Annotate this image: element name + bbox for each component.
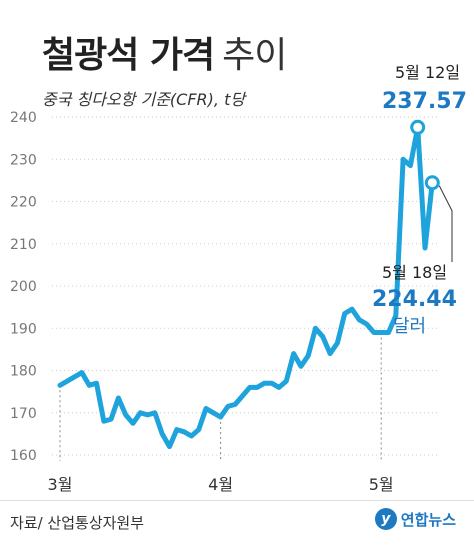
data-point	[160, 432, 164, 436]
yonhap-logo-mark: y	[374, 508, 397, 530]
data-point	[292, 352, 296, 356]
data-point	[248, 385, 252, 389]
data-point	[372, 330, 376, 334]
data-point	[277, 385, 281, 389]
chart-title: 철광석 가격 추이	[42, 26, 287, 78]
price-series-line	[57, 124, 435, 450]
data-point	[299, 364, 303, 368]
data-point	[58, 383, 62, 387]
data-point	[73, 375, 77, 379]
data-point	[211, 411, 215, 415]
data-point	[335, 341, 339, 345]
data-point	[219, 415, 223, 419]
y-tick-label: 220	[10, 195, 37, 211]
latest-marker	[424, 175, 440, 191]
x-tick-label: 3월	[48, 475, 73, 494]
data-point	[204, 407, 208, 411]
y-tick-label: 200	[10, 279, 37, 295]
x-tick-label: 4월	[208, 475, 233, 494]
data-point	[357, 318, 361, 322]
data-point	[189, 434, 193, 438]
data-point	[423, 246, 427, 250]
data-point	[197, 428, 201, 432]
y-tick-label: 170	[10, 406, 37, 422]
data-point	[109, 417, 113, 421]
data-point	[255, 385, 259, 389]
y-tick-label: 240	[10, 110, 37, 126]
data-point	[321, 335, 325, 339]
data-point	[102, 419, 106, 423]
data-point	[328, 352, 332, 356]
data-point	[131, 421, 135, 425]
x-tick-label: 5월	[369, 475, 394, 494]
data-point	[270, 381, 274, 385]
data-point	[262, 381, 266, 385]
data-point	[387, 330, 391, 334]
data-point	[153, 411, 157, 415]
data-point	[350, 307, 354, 311]
title-bold: 철광석 가격	[42, 35, 215, 76]
y-tick-label: 180	[10, 364, 37, 380]
latest-date-label: 5월 18일	[382, 263, 447, 282]
data-point	[138, 411, 142, 415]
y-tick-label: 230	[10, 152, 37, 168]
data-point	[314, 326, 318, 330]
data-point	[116, 396, 120, 400]
data-point	[306, 354, 310, 358]
data-point	[365, 322, 369, 326]
data-point	[80, 371, 84, 375]
data-point	[168, 445, 172, 449]
yonhap-logo: y 연합뉴스	[374, 508, 456, 530]
data-point	[241, 394, 245, 398]
source-credit: 자료/ 산업통상자원부	[10, 514, 145, 532]
data-point	[284, 379, 288, 383]
data-point	[233, 402, 237, 406]
data-point	[87, 383, 91, 387]
data-point	[175, 428, 179, 432]
data-point	[95, 381, 99, 385]
peak-date-label: 5월 12일	[395, 63, 460, 82]
chart-subtitle: 중국 칭다오항 기준(CFR), t당	[42, 90, 246, 109]
data-point	[379, 330, 383, 334]
data-point	[343, 311, 347, 315]
y-tick-label: 210	[10, 237, 37, 253]
data-point	[124, 413, 128, 417]
title-light: 추이	[222, 35, 287, 76]
peak-value-label: 237.57	[382, 89, 467, 114]
data-point	[146, 413, 150, 417]
data-point	[65, 379, 69, 383]
y-tick-label: 190	[10, 321, 37, 337]
footer-divider	[0, 500, 474, 501]
peak-marker	[410, 119, 426, 135]
unit-label: 달러	[393, 316, 426, 337]
yonhap-logo-text: 연합뉴스	[400, 510, 456, 529]
latest-leader-line	[438, 185, 453, 262]
data-point	[226, 404, 230, 408]
y-tick-label: 160	[10, 448, 37, 464]
data-point	[401, 157, 405, 161]
latest-value-label: 224.44	[372, 287, 457, 312]
data-point	[182, 430, 186, 434]
data-point	[408, 164, 412, 168]
